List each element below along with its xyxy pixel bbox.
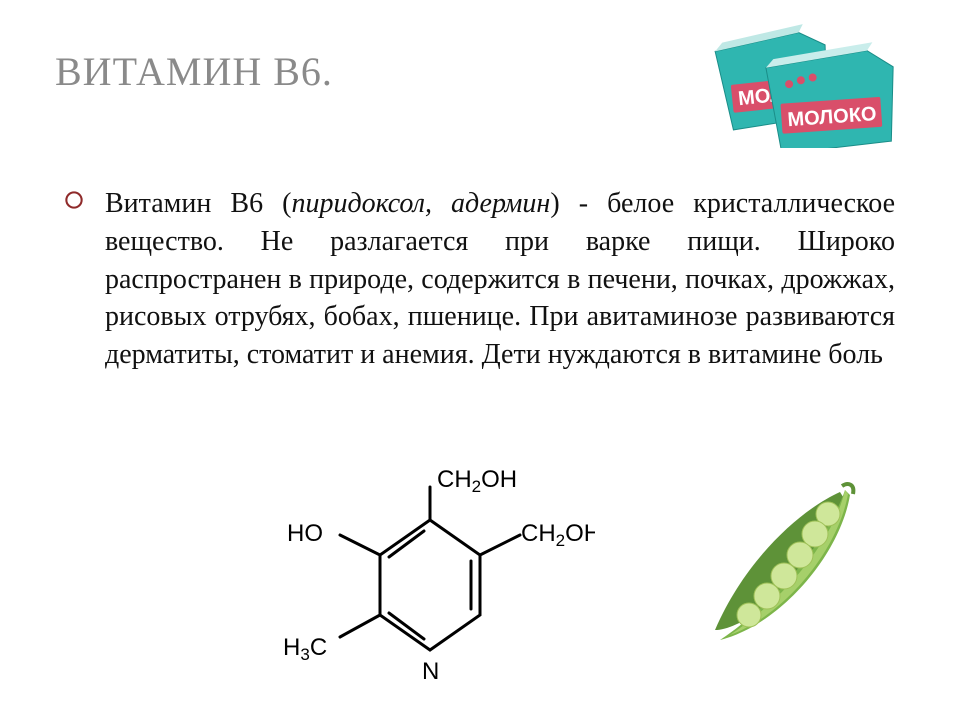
body-paragraph: Витамин В6 (пиридоксол, адермин) - белое…: [105, 185, 895, 374]
bullet-row: Витамин В6 (пиридоксол, адермин) - белое…: [65, 185, 895, 374]
formula-label-h3c: H3C: [283, 634, 327, 664]
formula-label-n: N: [422, 658, 439, 685]
body-italic: пиридоксол, адермин: [292, 188, 551, 219]
formula-label-ho: HO: [287, 520, 323, 547]
formula-label-ch2oh-right: CH2OH: [521, 520, 595, 550]
chemical-formula: CH2OH CH2OH HO H3C N: [265, 465, 595, 700]
milk-bags-image: МОЛО МОЛОКО: [700, 18, 900, 153]
slide-title-text: ВИТАМИН В6.: [55, 49, 333, 94]
body-lead: Витамин В6 (: [105, 188, 292, 219]
pea-pod-image: [690, 480, 865, 660]
formula-label-ch2oh-top: CH2OH: [437, 466, 517, 496]
slide: МОЛО МОЛОКО ВИТАМИН В6.: [0, 0, 960, 720]
bullet-icon: [65, 191, 91, 217]
body-area: Витамин В6 (пиридоксол, адермин) - белое…: [55, 185, 905, 374]
